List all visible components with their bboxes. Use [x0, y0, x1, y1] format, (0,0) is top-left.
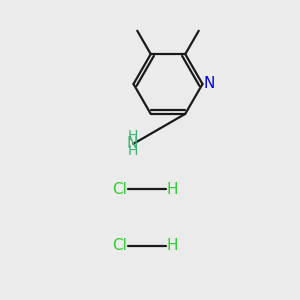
Text: N: N	[203, 76, 215, 92]
Text: H: H	[128, 129, 139, 143]
Text: N: N	[126, 136, 137, 152]
Text: H: H	[167, 238, 178, 253]
Text: H: H	[167, 182, 178, 196]
Text: Cl: Cl	[112, 238, 128, 253]
Text: H: H	[128, 144, 139, 158]
Text: Cl: Cl	[112, 182, 128, 196]
